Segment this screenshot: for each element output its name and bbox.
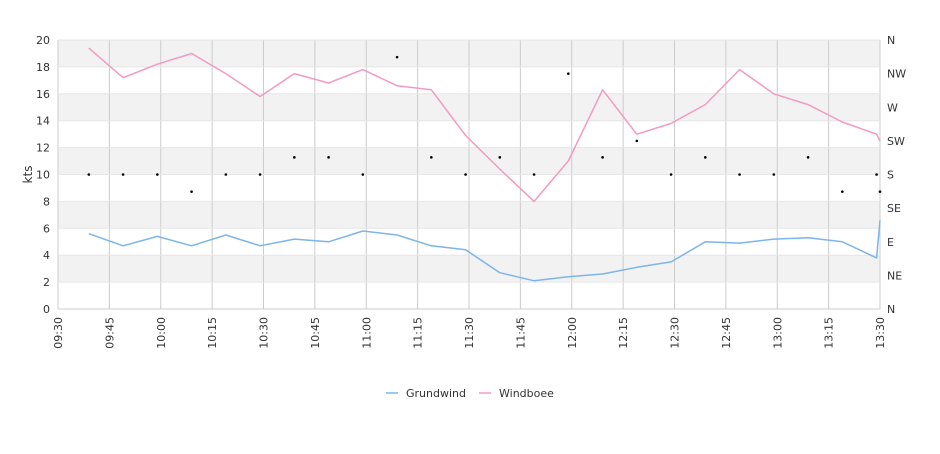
direction-point (704, 156, 707, 159)
direction-points (87, 55, 882, 193)
x-tick-label: 11:00 (360, 317, 373, 349)
direction-point (293, 156, 296, 159)
x-tick-label: 11:45 (514, 317, 527, 349)
direction-point (156, 173, 159, 176)
direction-point (841, 190, 844, 193)
x-tick-label: 12:00 (566, 317, 579, 349)
y-tick-label: 8 (43, 195, 50, 208)
y-tick-label: 12 (36, 142, 50, 155)
y2-tick-label: N (887, 303, 895, 316)
x-tick-label: 13:00 (771, 317, 784, 349)
direction-point (567, 72, 570, 75)
x-axis-ticks: 09:30 09:45 10:00 10:15 10:30 10:45 11:00 11:15… (52, 317, 887, 349)
direction-point (464, 173, 467, 176)
y-tick-label: 0 (43, 303, 50, 316)
x-tick-label: 12:15 (617, 317, 630, 349)
direction-point (327, 156, 330, 159)
x-tick-label: 12:30 (669, 317, 682, 349)
y-tick-label: 2 (43, 276, 50, 289)
x-tick-label: 09:30 (52, 317, 65, 349)
y-tick-label: 14 (36, 115, 50, 128)
direction-point (190, 190, 193, 193)
direction-point (635, 139, 639, 143)
direction-point (806, 156, 810, 159)
direction-point (121, 173, 125, 176)
y2-tick-label: S (887, 169, 894, 182)
x-tick-label: 10:45 (309, 317, 322, 349)
x-tick-label: 10:00 (155, 317, 168, 349)
x-tick-label: 09:45 (103, 317, 116, 349)
series-lines (88, 47, 881, 282)
y2-axis-ticks: N NE E SE S SW W NW N (887, 34, 906, 316)
y-tick-label: 10 (36, 169, 50, 182)
y2-tick-label: N (887, 34, 895, 47)
x-tick-label: 11:30 (463, 317, 476, 349)
direction-point (498, 156, 502, 159)
direction-point (361, 173, 365, 176)
y2-tick-label: SW (887, 135, 905, 148)
direction-point (87, 173, 91, 176)
y-tick-label: 4 (43, 249, 50, 262)
y-axis-ticks: 0 2 4 6 8 10 12 14 16 18 20 (36, 34, 50, 316)
direction-point (430, 156, 433, 159)
x-tick-label: 13:30 (874, 317, 887, 349)
legend-label: Grundwind (406, 387, 466, 400)
direction-point (772, 173, 776, 176)
y-tick-label: 6 (43, 222, 50, 235)
y2-tick-label: NW (887, 68, 906, 81)
y2-tick-label: W (887, 101, 898, 114)
direction-point (532, 173, 536, 176)
series-line-grundwind (88, 220, 881, 282)
direction-point (738, 173, 741, 176)
direction-point (395, 55, 399, 59)
y-tick-label: 16 (36, 88, 50, 101)
x-tick-label: 11:15 (412, 317, 425, 349)
direction-point (875, 173, 878, 176)
legend-label: Windboee (499, 387, 554, 400)
y2-tick-label: NE (887, 269, 902, 282)
direction-point (224, 173, 228, 176)
direction-point (258, 173, 262, 176)
series-line-windboee (88, 47, 881, 203)
direction-point (878, 190, 882, 193)
direction-point (669, 173, 673, 176)
legend: Grundwind Windboee (386, 387, 554, 400)
y-tick-label: 18 (36, 61, 50, 74)
y2-tick-label: SE (887, 202, 901, 215)
y2-tick-label: E (887, 236, 894, 249)
x-tick-label: 12:45 (720, 317, 733, 349)
direction-point (601, 156, 604, 159)
x-tick-label: 10:15 (206, 317, 219, 349)
y-axis-label: kts (21, 166, 35, 184)
horizontal-gridlines (58, 39, 880, 310)
x-tick-label: 10:30 (258, 317, 271, 349)
x-tick-label: 13:15 (823, 317, 836, 349)
y-tick-label: 20 (36, 34, 50, 47)
